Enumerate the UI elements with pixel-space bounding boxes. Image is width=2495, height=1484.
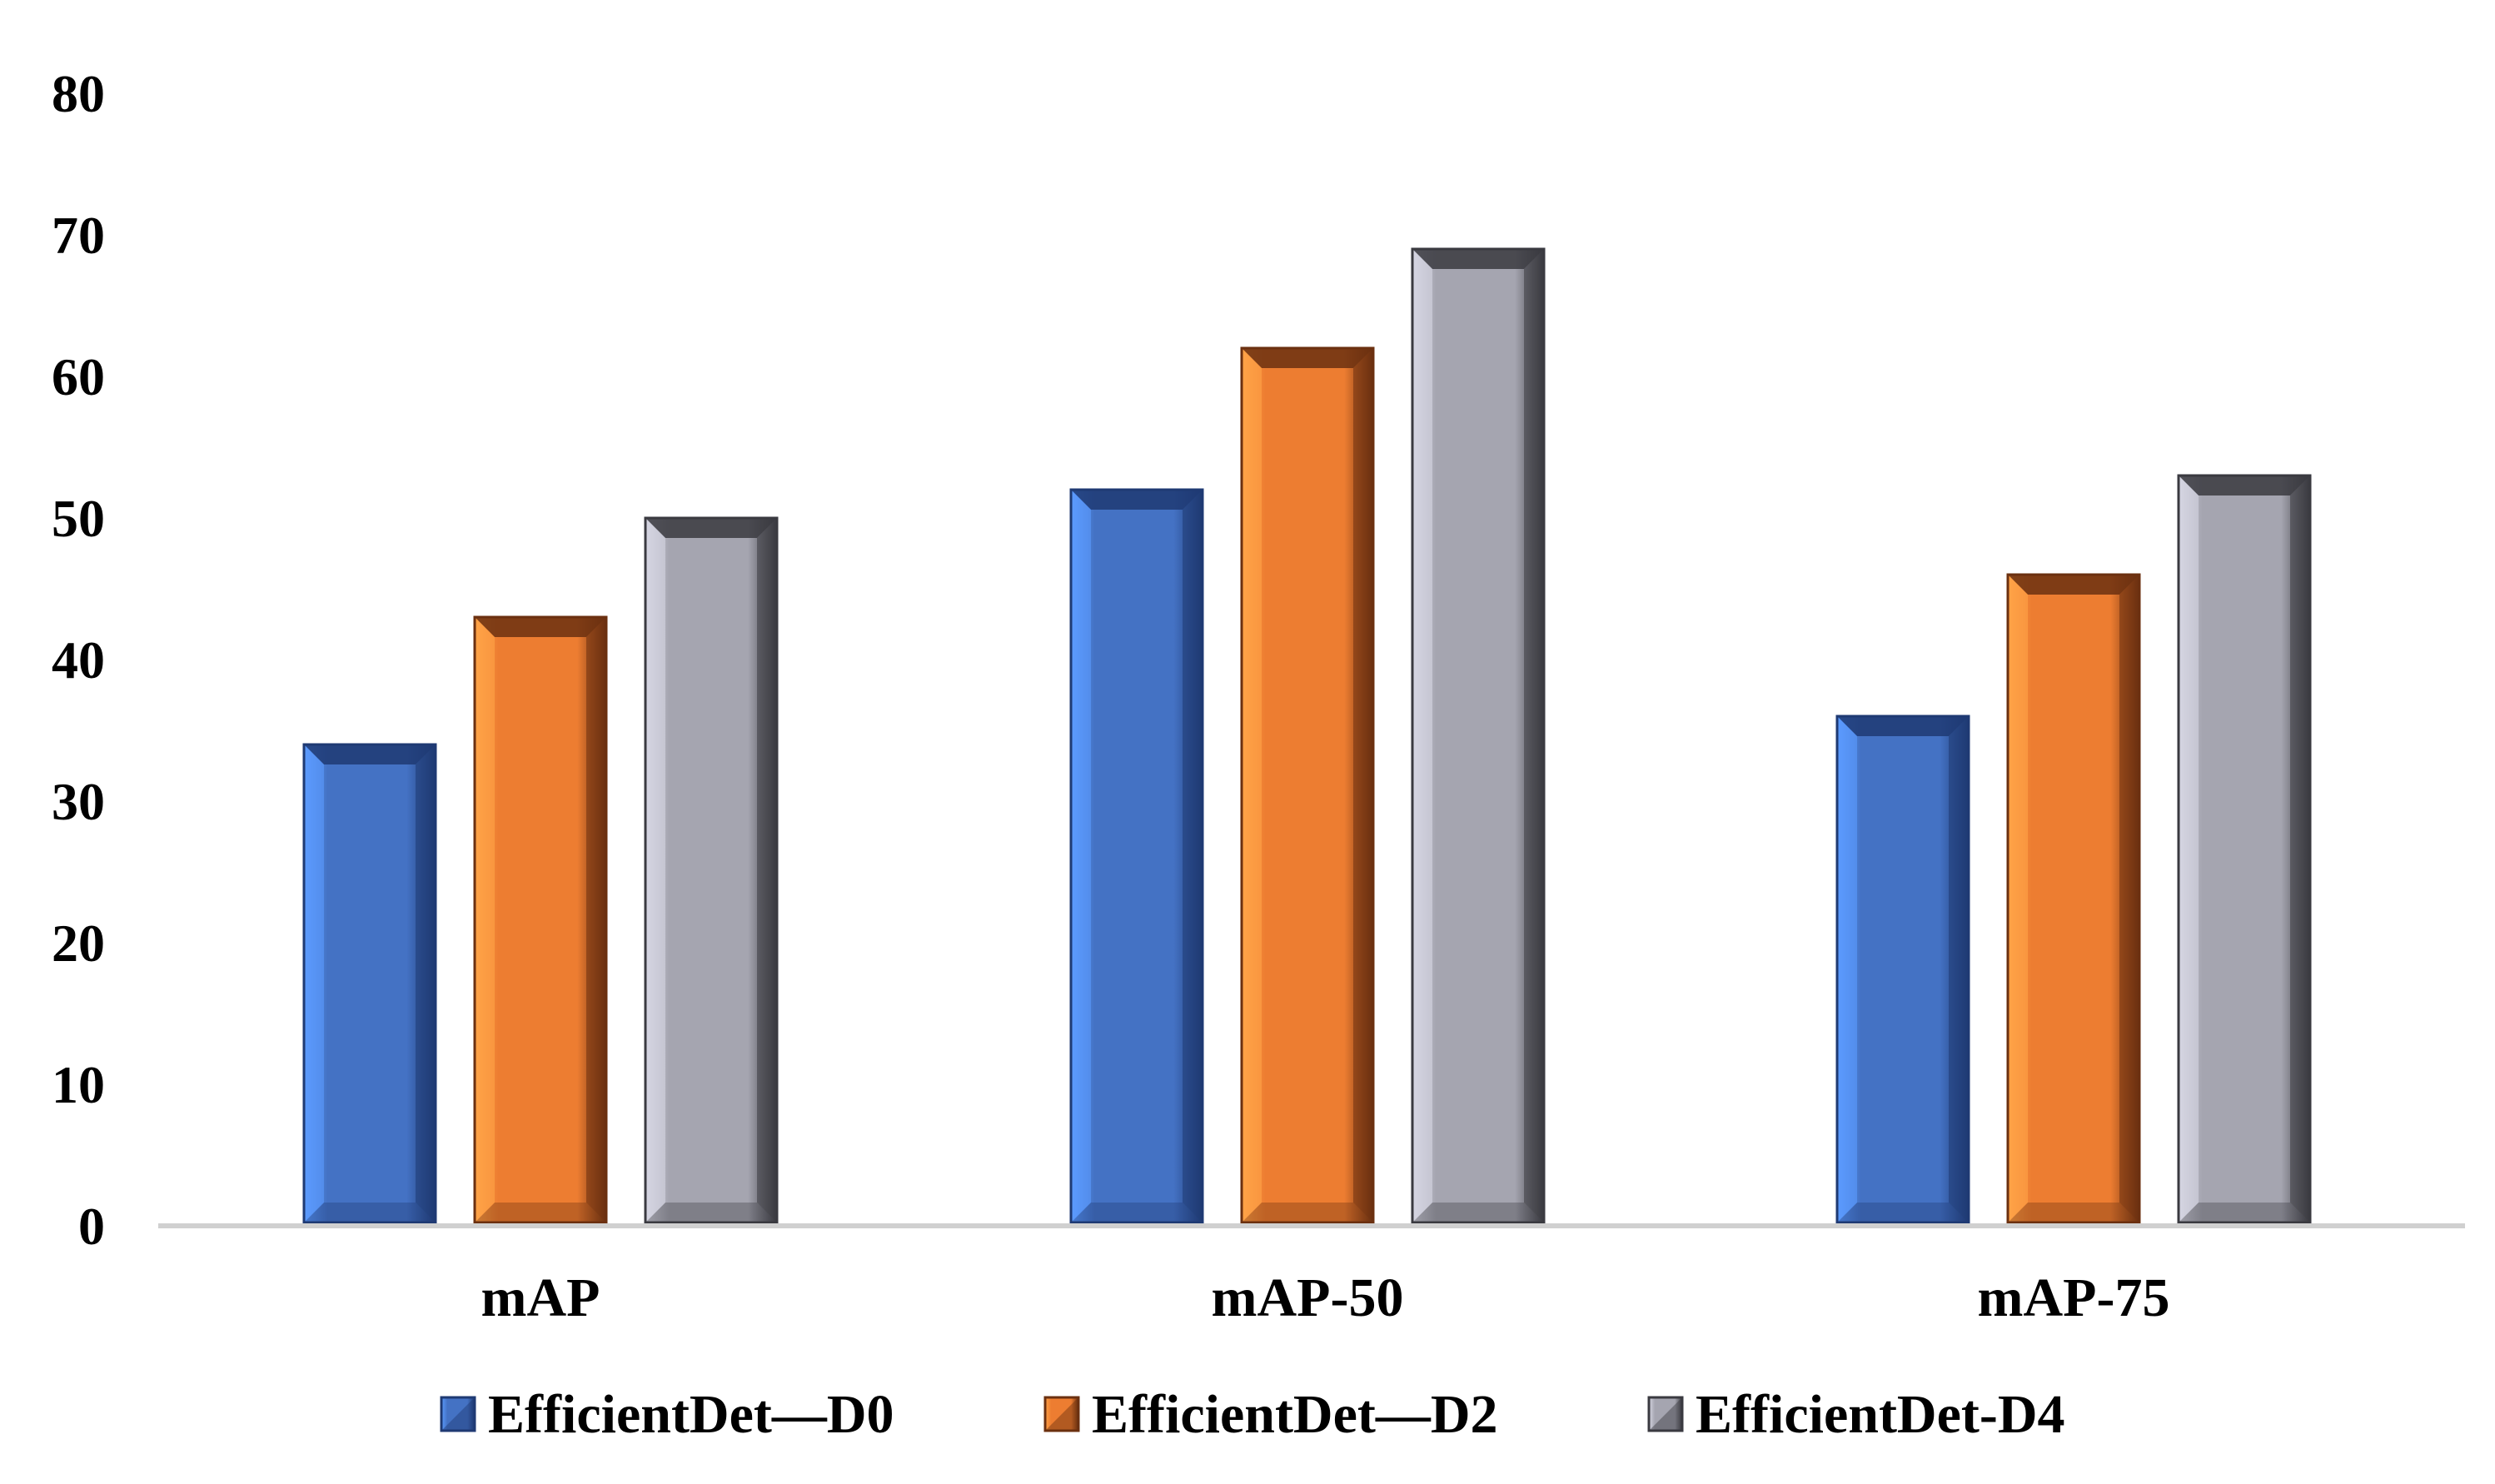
bar-efficientdet-d2-map: [473, 615, 608, 1224]
bar-right-bevel: [586, 617, 606, 1223]
bar-left-bevel: [1071, 490, 1091, 1223]
x-axis-labels: mAP mAP-50 mAP-75: [481, 1267, 2170, 1328]
bar-outline: [1835, 715, 1970, 1224]
y-tick-label: 80: [52, 64, 105, 123]
bar-left-bevel: [1242, 348, 1262, 1223]
bar-outline: [1240, 346, 1375, 1224]
bar-face: [475, 617, 606, 1223]
y-tick-label: 70: [52, 206, 105, 265]
y-tick-label: 20: [52, 914, 105, 973]
x-category-label: mAP-75: [1978, 1267, 2170, 1328]
x-category-label: mAP-50: [1212, 1267, 1404, 1328]
legend-swatch-shade: [1045, 1397, 1078, 1431]
y-tick-label: 0: [78, 1197, 105, 1256]
bar-bottom-bevel: [2179, 1203, 2310, 1223]
bar-bottom-bevel: [1837, 1203, 1969, 1223]
bar-right-bevel: [416, 744, 436, 1223]
bar-outline: [2177, 474, 2312, 1224]
bar-top-bevel: [1242, 348, 1373, 368]
bar-left-bevel: [304, 744, 324, 1223]
bar-series-group: [302, 247, 2312, 1224]
y-tick-label: 50: [52, 489, 105, 548]
bar-top-bevel: [1071, 490, 1203, 510]
bar-face: [304, 744, 436, 1223]
bar-top-bevel: [2179, 476, 2310, 495]
bar-efficientdet-d2-map-50: [1240, 346, 1375, 1224]
bar-top-bevel: [645, 518, 777, 538]
y-tick-label: 60: [52, 347, 105, 406]
bar-top-bevel: [1837, 716, 1969, 736]
bar-top-bevel: [2008, 575, 2139, 595]
x-category-label: mAP: [481, 1267, 600, 1328]
bar-right-bevel: [2119, 575, 2139, 1223]
bar-left-bevel: [475, 617, 495, 1223]
bar-outline: [473, 615, 608, 1224]
bar-outline: [1069, 488, 1204, 1224]
bar-face: [2008, 575, 2139, 1223]
bar-outline: [302, 743, 437, 1224]
bar-bottom-bevel: [1412, 1203, 1544, 1223]
bar-face: [1837, 716, 1969, 1223]
bar-bottom-bevel: [645, 1203, 777, 1223]
bar-right-bevel: [1524, 249, 1544, 1223]
bar-efficientdet-d0-map: [302, 743, 437, 1224]
bar-face: [1071, 490, 1203, 1223]
legend-swatch-shade: [441, 1397, 475, 1431]
legend-label: EfficientDet—D0: [488, 1384, 894, 1445]
legend-label: EfficientDet-D4: [1696, 1384, 2065, 1445]
bar-right-bevel: [1183, 490, 1203, 1223]
bar-right-bevel: [2290, 476, 2310, 1223]
bar-outline: [2006, 573, 2141, 1224]
y-tick-label: 10: [52, 1055, 105, 1114]
bar-efficientdet-d0-map-75: [1835, 715, 1970, 1224]
bar-efficientdet-d0-map-50: [1069, 488, 1204, 1224]
y-tick-label: 40: [52, 630, 105, 690]
y-tick-label: 30: [52, 772, 105, 831]
bar-efficientdet-d4-map-75: [2177, 474, 2312, 1224]
bar-efficientdet-d4-map-50: [1411, 247, 1546, 1224]
bar-face: [645, 518, 777, 1223]
legend-item: EfficientDet—D2: [1043, 1384, 1498, 1445]
bar-top-bevel: [475, 617, 606, 637]
bar-left-bevel: [1837, 716, 1857, 1223]
bar-efficientdet-d4-map: [644, 516, 779, 1224]
legend-swatch: [1647, 1396, 1684, 1432]
bar-bottom-bevel: [2008, 1203, 2139, 1223]
bar-outline: [1411, 247, 1546, 1224]
bar-bottom-bevel: [304, 1203, 436, 1223]
legend-item: EfficientDet-D4: [1647, 1384, 2065, 1445]
legend: EfficientDet—D0 EfficientDet—D2 EfficientD…: [440, 1384, 2065, 1445]
legend-label: EfficientDet—D2: [1092, 1384, 1498, 1445]
bar-face: [1242, 348, 1373, 1223]
bar-top-bevel: [1412, 249, 1544, 269]
bar-bottom-bevel: [1242, 1203, 1373, 1223]
bar-right-bevel: [757, 518, 777, 1223]
y-axis: 0 10 20 30 40 50 60 70 80: [52, 64, 105, 1256]
bar-left-bevel: [1412, 249, 1432, 1223]
legend-swatch: [1043, 1396, 1080, 1432]
legend-item: EfficientDet—D0: [440, 1384, 894, 1445]
legend-swatch: [440, 1396, 476, 1432]
bar-efficientdet-d2-map-75: [2006, 573, 2141, 1224]
bar-right-bevel: [1353, 348, 1373, 1223]
bar-bottom-bevel: [1071, 1203, 1203, 1223]
bar-face: [1412, 249, 1544, 1223]
legend-swatch-shade: [1649, 1397, 1682, 1431]
bar-left-bevel: [2008, 575, 2028, 1223]
bar-bottom-bevel: [475, 1203, 606, 1223]
bar-outline: [644, 516, 779, 1224]
bar-left-bevel: [645, 518, 665, 1223]
bar-top-bevel: [304, 744, 436, 764]
bar-face: [2179, 476, 2310, 1223]
bar-left-bevel: [2179, 476, 2199, 1223]
bar-right-bevel: [1949, 716, 1969, 1223]
